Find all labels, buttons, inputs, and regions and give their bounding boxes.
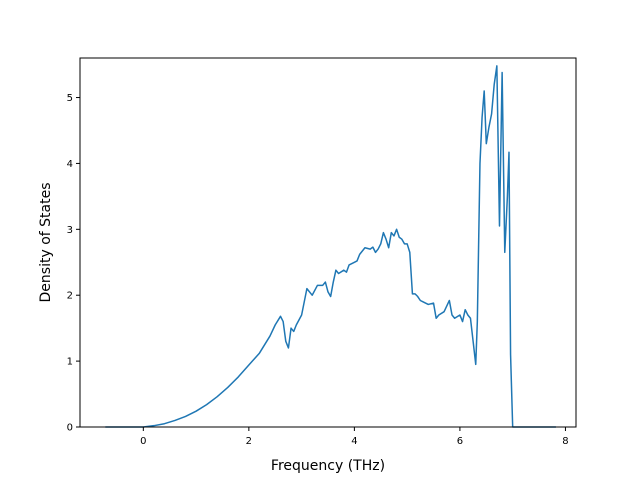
x-tick-label: 0 xyxy=(140,436,146,447)
y-axis: 0 1 2 3 4 5 xyxy=(67,93,80,434)
x-tick-label: 4 xyxy=(351,436,357,447)
y-tick-label: 5 xyxy=(67,93,73,104)
x-tick-label: 6 xyxy=(457,436,463,447)
x-tick-label: 8 xyxy=(562,436,568,447)
y-tick-label: 1 xyxy=(67,357,73,368)
y-tick-label: 4 xyxy=(67,159,73,170)
y-axis-label: Density of States xyxy=(38,183,54,303)
y-tick-label: 0 xyxy=(67,423,73,434)
y-tick-label: 3 xyxy=(67,225,73,236)
plot-layer xyxy=(105,65,556,428)
x-axis: 0 2 4 6 8 xyxy=(140,427,569,447)
x-axis-label: Frequency (THz) xyxy=(271,458,385,474)
dos-series-line-0 xyxy=(105,65,556,428)
plot-frame xyxy=(79,57,577,428)
y-tick-label: 2 xyxy=(67,291,73,302)
x-tick-label: 2 xyxy=(246,436,252,447)
